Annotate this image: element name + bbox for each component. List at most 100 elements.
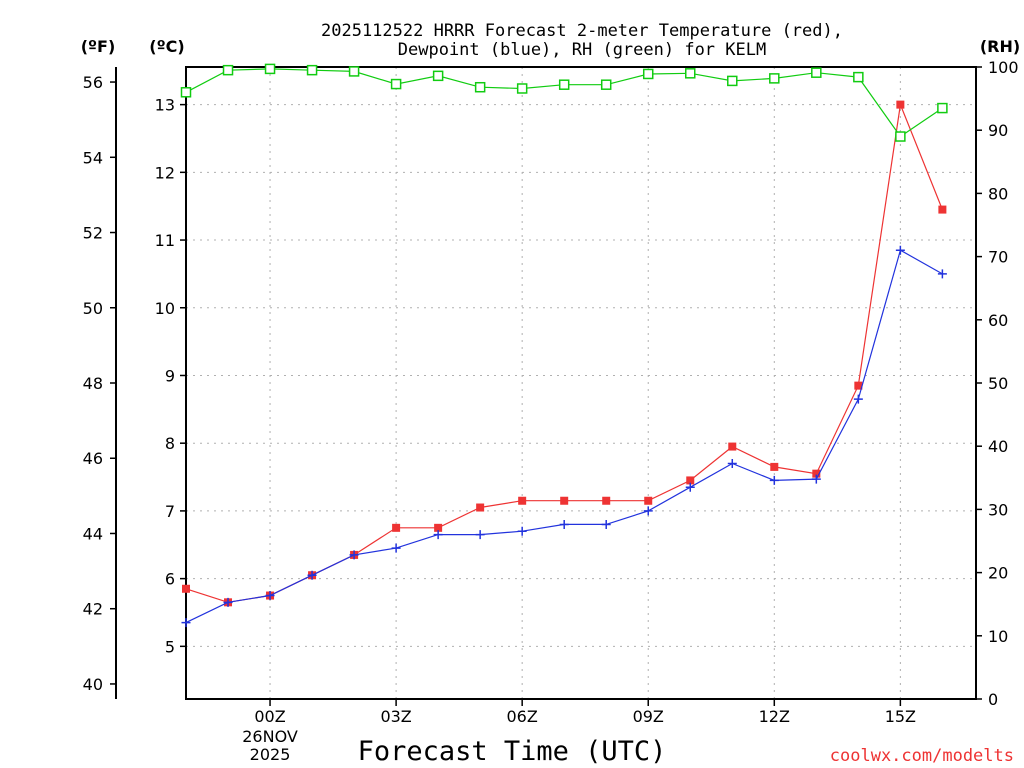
data-series bbox=[180, 63, 948, 628]
celsius-axis: 5 6 7 8 9 10 11 12 13 bbox=[155, 96, 186, 656]
fahrenheit-tick-label: 46 bbox=[83, 449, 103, 468]
fahrenheit-tick-label: 40 bbox=[83, 675, 103, 694]
dewpoint-point bbox=[559, 519, 569, 529]
celsius-unit-label: (ºC) bbox=[149, 37, 184, 56]
dewpoint-point bbox=[433, 530, 443, 540]
celsius-tick-label: 8 bbox=[165, 434, 175, 453]
rh-tick-label: 60 bbox=[988, 311, 1008, 330]
fahrenheit-unit-label: (ºF) bbox=[81, 37, 116, 56]
credit-text: coolwx.com/modelts bbox=[830, 746, 1014, 766]
time-tick-label: 03Z bbox=[380, 707, 411, 726]
dewpoint-point bbox=[895, 245, 905, 255]
rh-point bbox=[811, 67, 822, 78]
rh-point bbox=[937, 102, 948, 114]
rh-point bbox=[600, 79, 612, 90]
temperature-point bbox=[770, 462, 779, 471]
dewpoint-point bbox=[517, 526, 527, 536]
dewpoint-point bbox=[811, 474, 821, 484]
dewpoint-point bbox=[265, 591, 275, 601]
dewpoint-point bbox=[475, 530, 485, 540]
rh-point bbox=[306, 64, 318, 76]
temperature-point bbox=[476, 503, 485, 512]
time-tick-label: 12Z bbox=[759, 707, 790, 726]
celsius-tick-label: 6 bbox=[165, 570, 175, 589]
dewpoint-point bbox=[727, 459, 737, 469]
rh-line bbox=[185, 68, 943, 138]
rh-tick-label: 80 bbox=[988, 184, 1008, 203]
temperature-point bbox=[182, 584, 190, 593]
chart-title-line2: Dewpoint (blue), RH (green) for KELM bbox=[398, 40, 766, 60]
dewpoint-point bbox=[601, 519, 611, 529]
rh-point bbox=[432, 70, 444, 82]
rh-tick-label: 30 bbox=[988, 500, 1008, 519]
fahrenheit-tick-label: 54 bbox=[83, 148, 103, 167]
year-label: 2025 bbox=[250, 745, 291, 764]
dewpoint-point bbox=[643, 506, 653, 516]
temperature-point bbox=[518, 496, 527, 505]
dewpoint-point bbox=[853, 394, 863, 404]
temperature-point bbox=[938, 205, 947, 214]
rh-point bbox=[474, 81, 486, 93]
dewpoint-point bbox=[769, 475, 779, 485]
rh-point bbox=[685, 68, 696, 79]
celsius-tick-label: 12 bbox=[155, 163, 175, 182]
time-tick-label: 09Z bbox=[633, 707, 664, 726]
time-tick-label: 00Z bbox=[254, 707, 285, 726]
rh-axis: 0 10 20 30 40 50 60 70 80 90 100 bbox=[976, 58, 1019, 709]
dewpoint-point bbox=[937, 269, 947, 279]
celsius-tick-label: 5 bbox=[165, 637, 175, 656]
temperature-point bbox=[434, 523, 443, 532]
temperature-point bbox=[392, 523, 401, 532]
rh-tick-label: 90 bbox=[988, 121, 1008, 140]
fahrenheit-axis: 40 42 44 46 48 50 52 54 56 bbox=[83, 73, 116, 694]
dewpoint-point bbox=[349, 550, 359, 560]
rh-point bbox=[895, 131, 906, 142]
rh-tick-label: 100 bbox=[988, 58, 1019, 77]
fahrenheit-tick-label: 56 bbox=[83, 73, 103, 92]
temperature-point bbox=[602, 496, 611, 505]
dewpoint-point bbox=[391, 543, 401, 553]
dewpoint-point bbox=[181, 618, 191, 628]
fahrenheit-tick-label: 44 bbox=[83, 524, 103, 543]
temperature-point bbox=[728, 442, 737, 451]
fahrenheit-tick-label: 50 bbox=[83, 299, 103, 318]
temperature-point bbox=[560, 496, 569, 505]
fahrenheit-tick-label: 48 bbox=[83, 374, 103, 393]
celsius-tick-label: 9 bbox=[165, 366, 175, 385]
temperature-point bbox=[896, 100, 905, 109]
rh-point bbox=[180, 87, 192, 98]
time-tick-label: 15Z bbox=[885, 707, 916, 726]
dewpoint-point bbox=[685, 482, 695, 492]
date-label: 26NOV bbox=[242, 727, 298, 746]
rh-tick-label: 70 bbox=[988, 248, 1008, 267]
dewpoint-point bbox=[307, 570, 317, 580]
rh-point bbox=[727, 75, 738, 87]
rh-point bbox=[390, 78, 402, 90]
rh-tick-label: 40 bbox=[988, 437, 1008, 456]
rh-point bbox=[769, 73, 780, 84]
rh-point bbox=[642, 68, 654, 80]
temperature-point bbox=[686, 476, 695, 485]
gridlines bbox=[186, 67, 976, 699]
dewpoint-line bbox=[185, 249, 943, 624]
chart-title-line1: 2025112522 HRRR Forecast 2-meter Tempera… bbox=[321, 21, 843, 41]
celsius-tick-label: 7 bbox=[165, 502, 175, 521]
rh-unit-label: (RH) bbox=[980, 37, 1020, 56]
rh-tick-label: 0 bbox=[988, 690, 998, 709]
rh-tick-label: 20 bbox=[988, 564, 1008, 583]
dewpoint-point bbox=[223, 597, 233, 607]
rh-point bbox=[516, 83, 528, 94]
celsius-tick-label: 11 bbox=[155, 231, 175, 250]
rh-point bbox=[264, 63, 276, 75]
rh-point bbox=[853, 71, 864, 83]
fahrenheit-tick-label: 42 bbox=[83, 600, 103, 619]
rh-tick-label: 10 bbox=[988, 627, 1008, 646]
rh-point bbox=[222, 64, 234, 76]
celsius-tick-label: 10 bbox=[155, 299, 175, 318]
temperature-point bbox=[854, 381, 863, 390]
celsius-tick-label: 13 bbox=[155, 96, 175, 115]
temperature-point bbox=[812, 469, 821, 478]
fahrenheit-tick-label: 52 bbox=[83, 224, 103, 243]
